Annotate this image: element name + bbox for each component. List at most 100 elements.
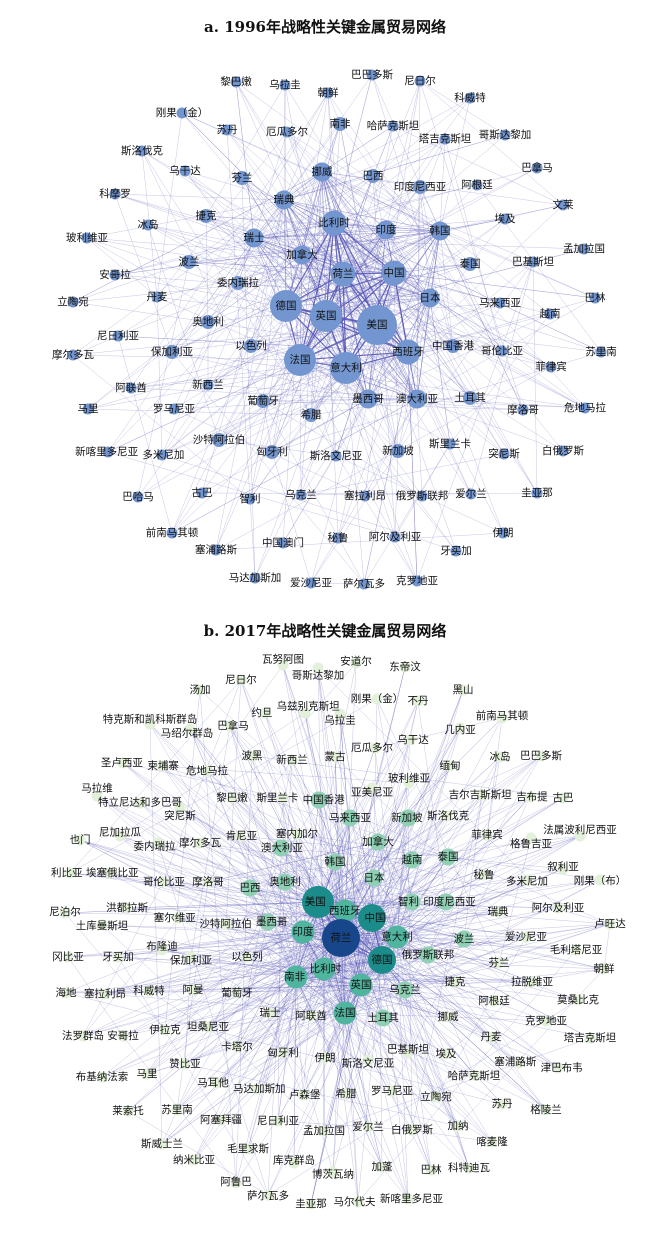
node-label: 摩尔多瓦 xyxy=(52,348,94,361)
country-node xyxy=(457,684,469,696)
trade-edge xyxy=(407,351,418,582)
node-circle xyxy=(246,750,258,762)
trade-edge xyxy=(325,315,418,400)
trade-edge xyxy=(416,297,431,400)
node-circle xyxy=(552,902,564,914)
trade-edge xyxy=(181,112,344,275)
trade-edge xyxy=(107,324,378,453)
trade-edge xyxy=(253,184,478,239)
node-circle xyxy=(67,349,79,361)
country-node xyxy=(365,869,383,887)
node-label: 刚果（金） xyxy=(351,692,404,705)
country-node xyxy=(521,874,533,886)
country-node xyxy=(396,981,414,999)
trade-edge xyxy=(283,74,373,201)
trade-edge xyxy=(394,450,399,538)
node-label: 卢旺达 xyxy=(594,917,626,930)
trade-edge xyxy=(137,324,378,498)
node-label: 孟加拉国 xyxy=(303,1124,345,1137)
node-label: 科威特 xyxy=(133,984,165,997)
trade-edge xyxy=(381,859,413,961)
trade-edge xyxy=(377,841,520,1064)
node-label: 莫桑比克 xyxy=(557,993,599,1006)
trade-edge xyxy=(130,387,586,409)
node-label: 伊拉克 xyxy=(149,1023,181,1036)
node-label: 匈牙利 xyxy=(267,1046,299,1059)
node-label: 巴基斯坦 xyxy=(387,1043,429,1056)
node-circle xyxy=(531,162,543,174)
trade-edge xyxy=(117,931,304,958)
country-node xyxy=(284,344,316,376)
trade-edge xyxy=(323,1037,591,1132)
trade-edge xyxy=(283,199,441,232)
country-node xyxy=(540,1104,552,1116)
node-label: 加纳 xyxy=(448,1119,469,1132)
trade-edge xyxy=(335,272,395,457)
trade-edge xyxy=(127,937,342,1112)
node-circle xyxy=(389,531,401,543)
country-node xyxy=(176,107,188,119)
node-circle xyxy=(488,995,500,1007)
trade-edge xyxy=(416,186,421,400)
trade-edge xyxy=(254,229,387,579)
trade-edge xyxy=(184,170,303,256)
node-label: 苏丹 xyxy=(217,123,238,136)
trade-edge xyxy=(225,923,304,1096)
country-node xyxy=(310,791,328,809)
node-circle xyxy=(259,707,271,719)
country-node xyxy=(531,162,543,174)
country-node xyxy=(366,782,378,794)
trade-edge xyxy=(344,954,429,1014)
node-label: 日本 xyxy=(364,871,385,884)
trade-edge xyxy=(119,835,319,903)
trade-edge xyxy=(285,305,369,400)
node-circle xyxy=(403,893,421,911)
node-circle xyxy=(524,791,536,803)
trade-edge xyxy=(286,131,441,232)
node-circle xyxy=(527,256,539,268)
trade-edge xyxy=(385,229,418,400)
node-label: 巴西 xyxy=(240,882,261,894)
trade-edge xyxy=(439,97,471,232)
trade-edge xyxy=(393,272,596,299)
trade-edge xyxy=(299,359,418,582)
node-label: 格陵兰 xyxy=(530,1103,562,1116)
node-circle xyxy=(496,712,508,724)
trade-edge xyxy=(236,992,475,1076)
trade-edge xyxy=(416,230,441,400)
country-node xyxy=(265,445,279,459)
trade-edge xyxy=(381,959,605,970)
trade-edge xyxy=(295,833,298,978)
trade-edge xyxy=(304,712,373,919)
node-label: 澳大利亚 xyxy=(261,841,303,854)
node-circle xyxy=(371,693,383,705)
trade-edge xyxy=(344,910,409,1200)
trade-edge xyxy=(147,224,303,256)
trade-edge xyxy=(225,923,346,1014)
node-circle xyxy=(399,661,411,673)
node-label: 哈萨克斯坦 xyxy=(367,119,420,132)
country-node xyxy=(279,79,291,91)
trade-edge xyxy=(147,224,344,275)
country-node xyxy=(109,269,121,281)
trade-edge xyxy=(207,199,285,386)
trade-edge xyxy=(117,335,173,534)
node-label: 海地 xyxy=(56,986,77,999)
node-label: 巴林 xyxy=(421,1163,442,1176)
node-label: 黎巴嫩 xyxy=(216,791,248,804)
country-node xyxy=(292,245,312,265)
trade-edge xyxy=(119,835,409,1054)
country-node xyxy=(230,1177,242,1189)
node-label: 文莱 xyxy=(553,198,574,211)
country-node xyxy=(439,133,451,145)
node-label: 法国 xyxy=(335,1006,356,1019)
node-label: 乌克兰 xyxy=(389,983,421,996)
trade-edge xyxy=(321,171,471,265)
node-circle xyxy=(310,791,328,809)
trade-edge xyxy=(283,138,446,201)
country-node xyxy=(333,899,357,923)
node-label: 厄瓜多尔 xyxy=(266,125,308,138)
node-circle xyxy=(414,75,426,87)
trade-edge xyxy=(164,937,342,1031)
